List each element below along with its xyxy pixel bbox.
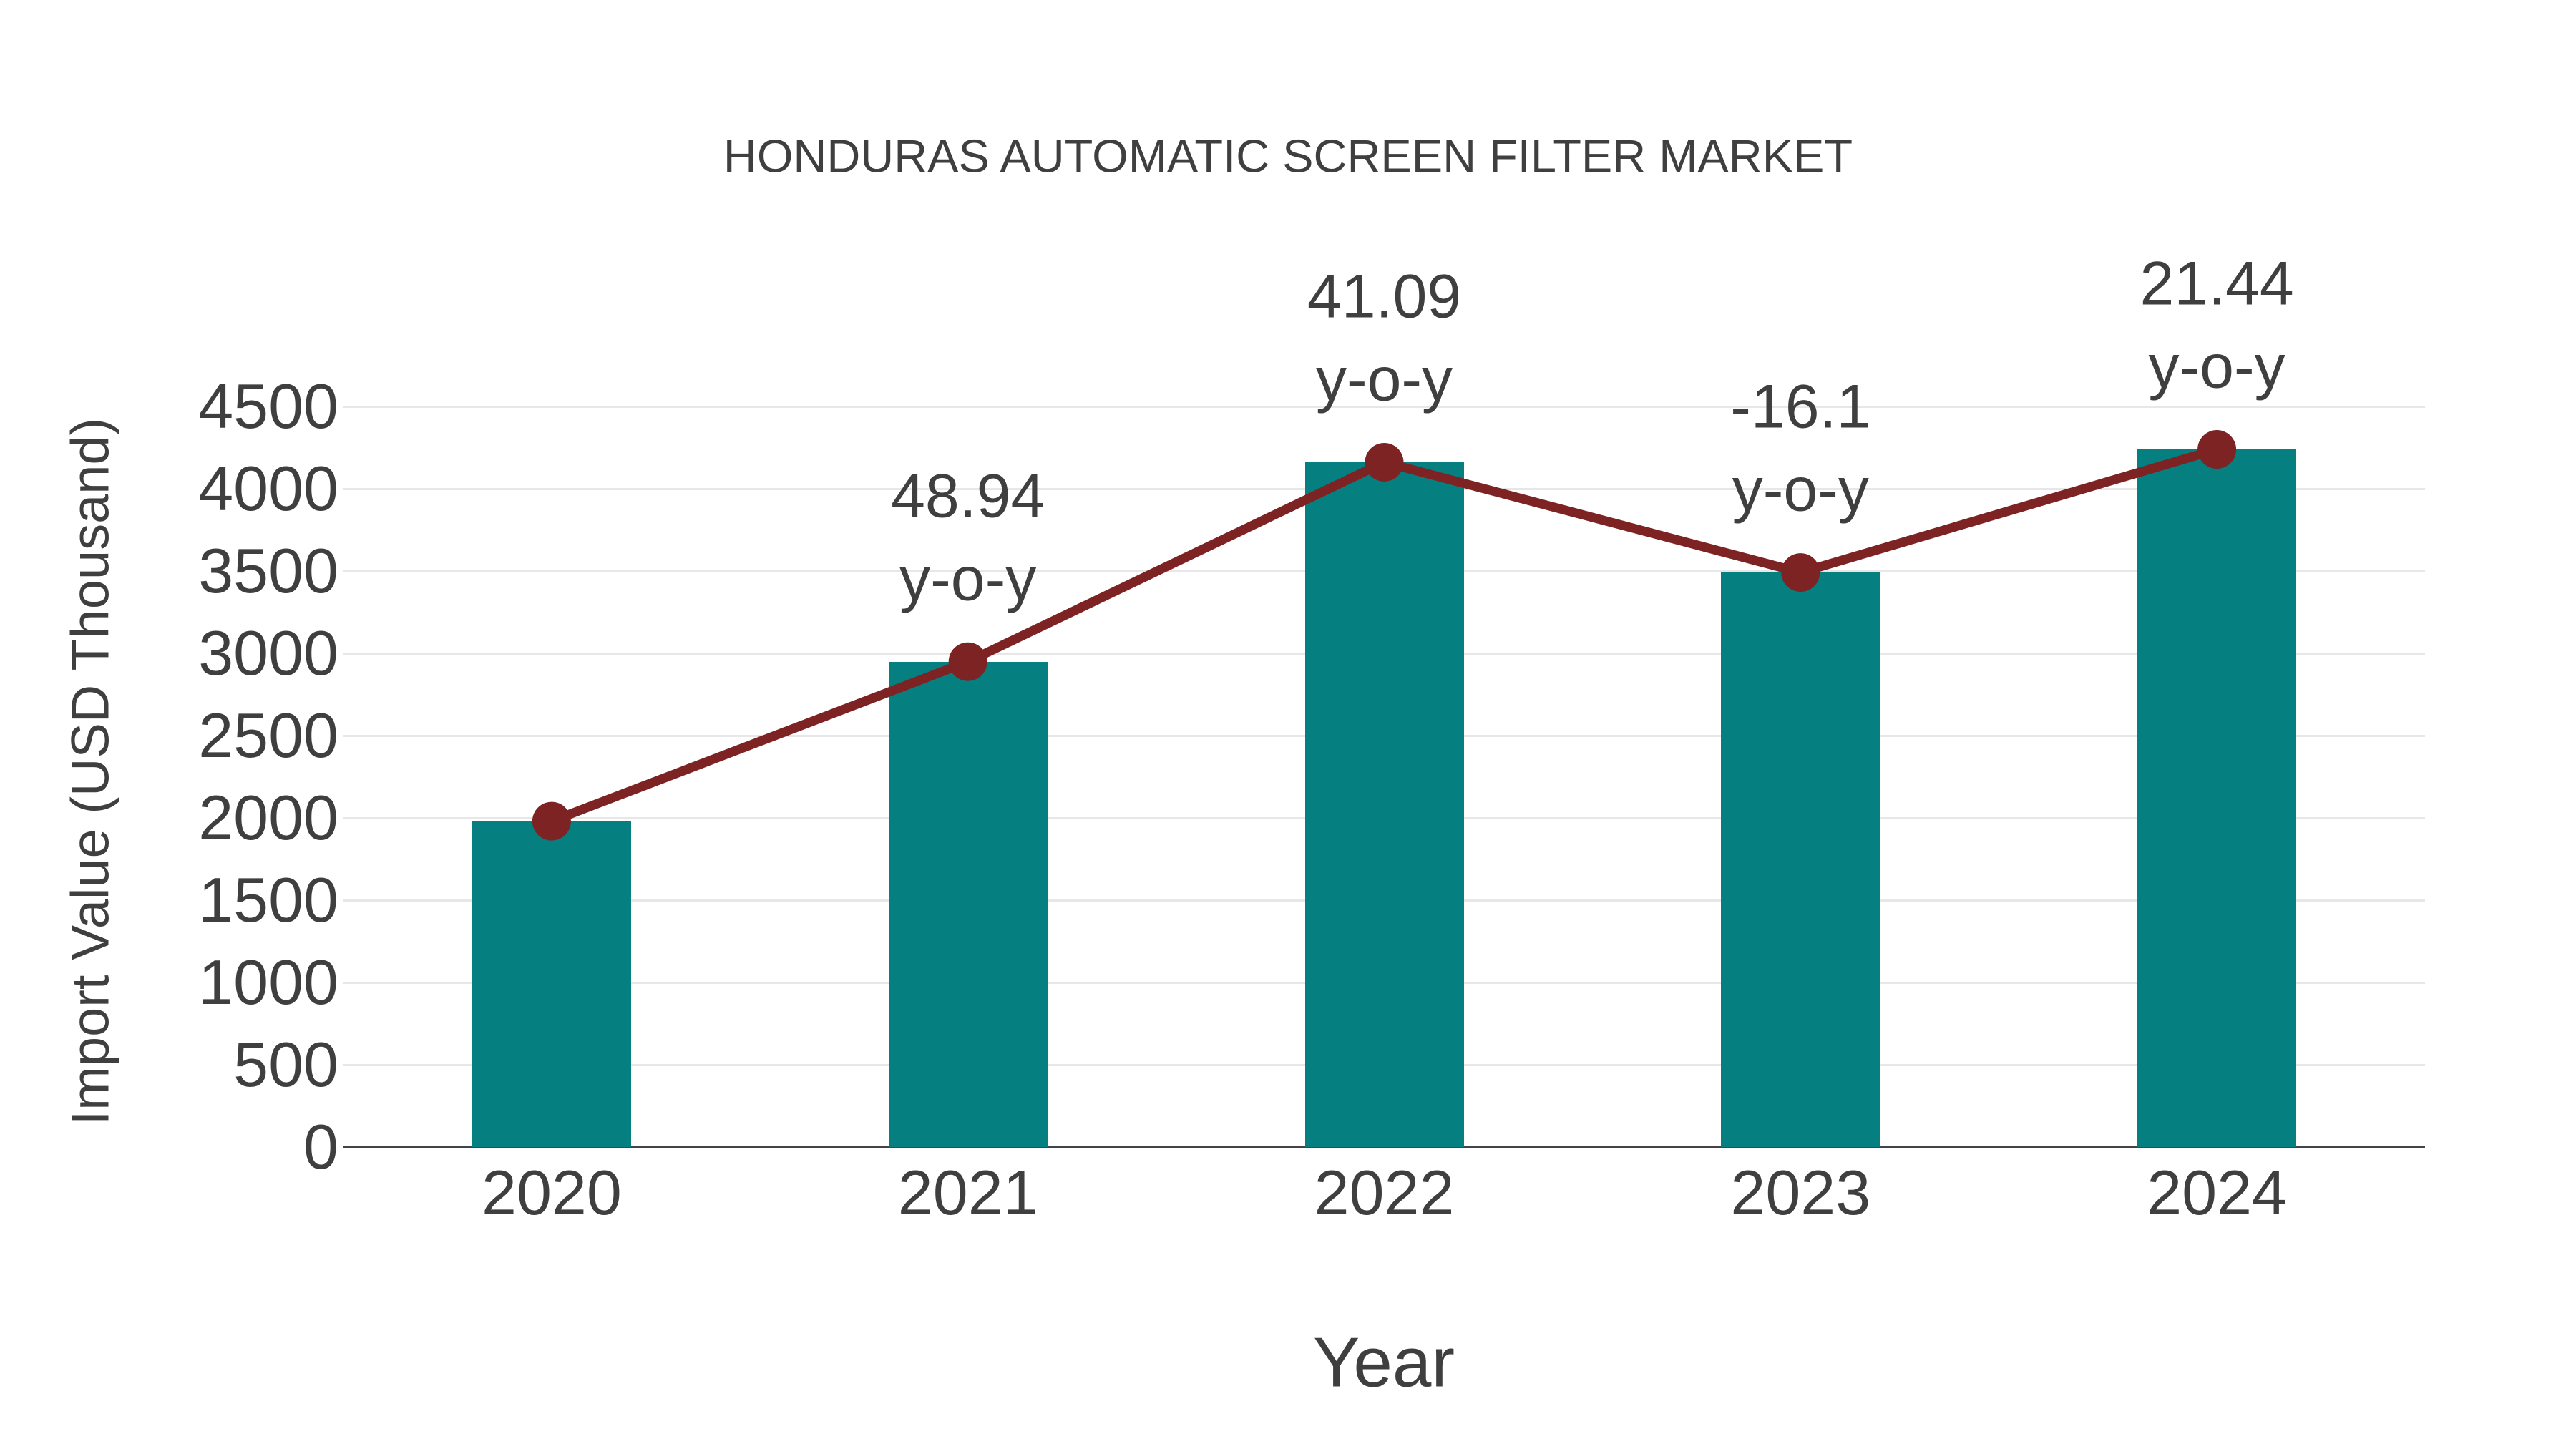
x-tick-label-2022: 2022 (1314, 1157, 1455, 1228)
annotation-2023-value: -16.1 (1730, 372, 1871, 441)
y-tick-label-0: 0 (303, 1111, 338, 1182)
data-point-2020[interactable] (532, 801, 571, 841)
y-tick-label-2500: 2500 (198, 700, 338, 771)
data-point-2021[interactable] (948, 642, 987, 681)
x-tick-label-2021: 2021 (897, 1157, 1038, 1228)
y-tick-label-3500: 3500 (198, 535, 338, 606)
y-tick-label-2000: 2000 (198, 782, 338, 853)
x-tick-label-2023: 2023 (1730, 1157, 1871, 1228)
x-tick-label-2020: 2020 (482, 1157, 622, 1228)
y-tick-label-4500: 4500 (198, 371, 338, 441)
x-tick-label-2024: 2024 (2147, 1157, 2287, 1228)
bar-2020[interactable] (472, 821, 631, 1147)
x-axis-title: Year (1312, 1322, 1455, 1402)
annotation-2022-value: 41.09 (1307, 262, 1462, 331)
y-tick-label-1000: 1000 (198, 947, 338, 1018)
gridline-4500 (343, 405, 2425, 408)
x-axis-line (343, 1146, 2425, 1148)
y-tick-label-3000: 3000 (198, 618, 338, 688)
y-tick-label-500: 500 (233, 1029, 338, 1100)
bar-2021[interactable] (888, 661, 1048, 1147)
annotation-2023-suffix: y-o-y (1732, 455, 1869, 525)
annotation-2021-suffix: y-o-y (899, 545, 1037, 614)
bar-2024[interactable] (2137, 449, 2297, 1147)
y-tick-label-1500: 1500 (198, 864, 338, 935)
annotation-2021-value: 48.94 (891, 462, 1045, 531)
y-tick-label-4000: 4000 (198, 453, 338, 524)
annotation-2022-suffix: y-o-y (1315, 345, 1453, 414)
data-point-2023[interactable] (1781, 553, 1820, 592)
chart-title: HONDURAS AUTOMATIC SCREEN FILTER MARKET (723, 130, 1853, 182)
data-point-2022[interactable] (1365, 442, 1404, 482)
annotation-2024-value: 21.44 (2140, 249, 2294, 318)
data-point-2024[interactable] (2197, 430, 2237, 469)
yoy-trend-line (550, 444, 2218, 826)
bar-2022[interactable] (1304, 462, 1464, 1147)
bar-2023[interactable] (1721, 572, 1880, 1147)
annotation-2024-suffix: y-o-y (2148, 332, 2285, 401)
